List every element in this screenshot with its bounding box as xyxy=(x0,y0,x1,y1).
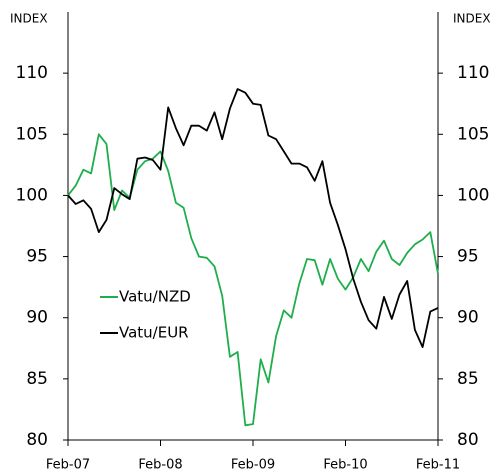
x-tick-label: Feb-08 xyxy=(138,458,182,473)
y2-tick-label: 105 xyxy=(457,124,489,144)
y2-tick-label: 90 xyxy=(457,308,479,328)
y-tick-label: 100 xyxy=(16,185,48,205)
y-tick-label: 85 xyxy=(26,369,48,389)
legend-label: Vatu/NZD xyxy=(119,288,191,306)
y-tick-label: 110 xyxy=(16,63,48,83)
x-tick-label: Feb-11 xyxy=(416,458,460,473)
y2-axis-label: INDEX xyxy=(453,12,491,26)
y2-tick-label: 85 xyxy=(457,369,479,389)
line-series xyxy=(67,133,439,427)
y-axis-label: INDEX xyxy=(10,12,48,26)
x-tick-label: Feb-09 xyxy=(231,458,275,473)
y-tick-label: 105 xyxy=(16,124,48,144)
y-tick-label: 90 xyxy=(26,308,48,328)
y2-tick-label: 110 xyxy=(457,63,489,83)
legend-label: Vatu/EUR xyxy=(119,324,189,342)
y2-tick-label: 95 xyxy=(457,247,479,267)
y-tick-label: 80 xyxy=(26,430,48,450)
line-series xyxy=(67,88,439,348)
y-tick-label: 95 xyxy=(26,247,48,267)
y2-tick-label: 100 xyxy=(457,185,489,205)
x-tick-label: Feb-10 xyxy=(323,458,367,473)
y2-tick-label: 80 xyxy=(457,430,479,450)
x-tick-label: Feb-07 xyxy=(46,458,90,473)
